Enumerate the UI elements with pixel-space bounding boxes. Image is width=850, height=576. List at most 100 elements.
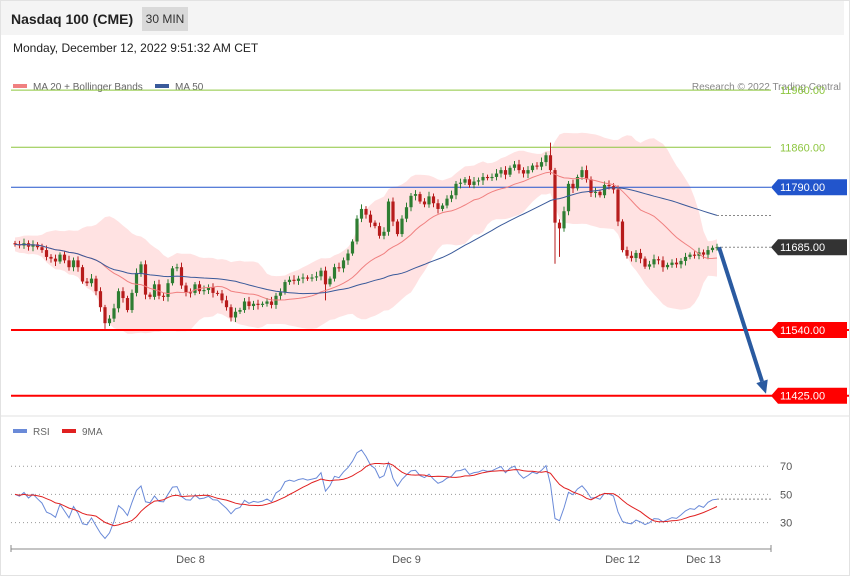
candle: [80, 264, 85, 284]
candle: [224, 295, 229, 311]
candle: [395, 219, 400, 237]
timeframe-badge[interactable]: 30 MIN: [142, 7, 188, 31]
x-tick-label: Dec 8: [176, 554, 205, 566]
candle-body: [35, 244, 40, 248]
forecast-arrow: [717, 246, 768, 394]
candle: [571, 179, 575, 193]
candle: [584, 165, 589, 183]
candle: [31, 240, 35, 252]
candle-body: [602, 184, 607, 196]
candle: [44, 245, 49, 261]
candle: [269, 296, 274, 309]
candle: [526, 166, 530, 179]
candle-body: [499, 170, 503, 174]
candle: [107, 315, 112, 327]
candle-body: [341, 260, 346, 269]
candle-body: [229, 307, 233, 318]
candle-body: [359, 208, 364, 219]
candle-body: [652, 259, 656, 265]
candle: [157, 279, 161, 300]
candle: [670, 259, 674, 268]
candle-body: [670, 262, 674, 265]
candle: [328, 276, 332, 287]
candle: [71, 257, 76, 272]
candle: [517, 159, 521, 174]
bollinger-bands: [15, 132, 717, 334]
candle: [197, 280, 202, 295]
candle-body: [400, 218, 404, 235]
candle-body: [490, 176, 494, 179]
candle: [422, 198, 427, 208]
candle-body: [233, 311, 238, 318]
candle: [566, 180, 571, 216]
candle: [665, 262, 670, 270]
candle: [359, 204, 364, 223]
candle: [715, 243, 719, 251]
candle-body: [638, 252, 643, 259]
candle: [458, 178, 463, 189]
candle-body: [202, 290, 206, 292]
ma50-legend-label: MA 50: [175, 82, 204, 93]
candle: [350, 239, 355, 256]
bollinger-band-fill: [15, 132, 717, 334]
candle: [296, 275, 301, 285]
candle: [476, 177, 481, 186]
candle-body: [544, 155, 548, 163]
candle: [139, 261, 143, 277]
candle-body: [701, 252, 706, 255]
candle-body: [512, 164, 517, 168]
candle-body: [269, 301, 274, 305]
moving-averages: [14, 171, 771, 301]
candle: [679, 258, 683, 269]
candle: [202, 285, 206, 295]
candle: [391, 197, 395, 227]
candle: [206, 284, 211, 295]
candle-body: [215, 292, 220, 294]
candle-body: [130, 292, 134, 311]
candle: [706, 246, 710, 260]
candle-body: [692, 254, 697, 256]
candle: [67, 255, 71, 271]
candle-body: [256, 303, 260, 305]
candle-body: [175, 267, 179, 269]
candle: [494, 168, 499, 181]
level-tag-current: [771, 239, 847, 256]
candle-body: [463, 179, 467, 183]
candle: [125, 295, 130, 313]
candle-body: [103, 307, 107, 324]
candle-body: [607, 184, 611, 187]
candle-body: [283, 282, 287, 293]
level-tag-support: [771, 322, 847, 339]
candle: [35, 242, 40, 250]
candle: [620, 219, 625, 253]
candle: [661, 256, 665, 272]
candle: [40, 243, 44, 253]
candle-body: [584, 170, 589, 180]
candle: [364, 206, 368, 219]
candle: [220, 290, 224, 304]
candle-body: [445, 198, 449, 206]
candle-body: [431, 196, 436, 204]
candle-body: [656, 259, 661, 261]
rsi-panel: 70 50 30: [11, 449, 792, 540]
rsi-tick-label: 50: [780, 489, 792, 501]
candle-body: [265, 301, 269, 304]
candle-body: [287, 279, 292, 283]
candle-body: [98, 291, 103, 308]
candle: [521, 167, 526, 178]
candle: [89, 274, 94, 287]
level-label-target: 11960.00: [780, 85, 825, 97]
candle: [53, 254, 58, 267]
candle: [643, 256, 647, 269]
candle-body: [310, 277, 314, 279]
candle: [98, 287, 103, 312]
candle: [404, 202, 409, 223]
candle-body: [625, 250, 629, 256]
candle-body: [679, 260, 683, 265]
candle: [418, 191, 422, 204]
x-axis: Dec 8 Dec 9 Dec 12 Dec 13: [10, 545, 772, 566]
candle: [652, 254, 656, 268]
candle-body: [629, 255, 634, 259]
candle: [683, 252, 688, 266]
candle-body: [418, 194, 422, 202]
